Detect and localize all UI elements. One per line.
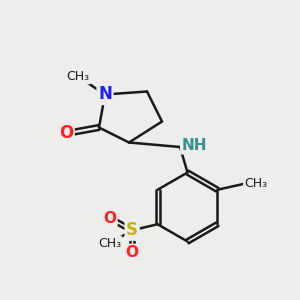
Text: O: O: [103, 211, 116, 226]
Text: N: N: [98, 85, 112, 103]
Text: S: S: [126, 221, 138, 239]
Text: NH: NH: [182, 138, 207, 153]
Text: O: O: [126, 245, 139, 260]
Text: CH₃: CH₃: [98, 237, 121, 250]
Text: CH₃: CH₃: [66, 70, 90, 83]
Text: CH₃: CH₃: [244, 177, 268, 190]
Text: O: O: [59, 124, 73, 142]
